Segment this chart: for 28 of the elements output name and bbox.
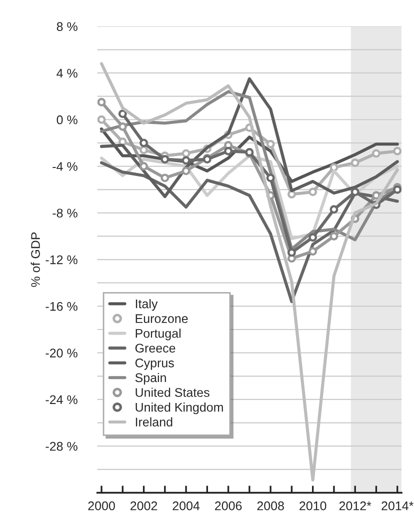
x-tick-label: 2006 [215,501,242,510]
legend-label: Greece [135,344,176,353]
legend-label: Eurozone [136,314,188,324]
x-tick-label: 2002 [130,501,158,510]
x-tick-label: 2004 [172,501,200,510]
legend-label: Cyprus [135,358,174,370]
legend-label: Spain [135,372,166,385]
x-tick-label: 2010 [300,501,326,510]
legend-label: Ireland [136,417,172,426]
legend-label: United Kingdom [136,402,223,414]
y-tick-label: 0 % [56,115,78,124]
y-tick-label: -20 % [46,348,78,358]
y-tick-label: -4 % [52,162,78,171]
y-tick-label: -24 % [46,395,78,404]
y-tick-label: 4 % [56,68,78,78]
y-axis-title: % of GDP [30,232,40,287]
y-tick-label: -28 % [46,442,78,451]
y-tick-label: -8 % [52,208,78,218]
x-tick-label: 2012* [339,501,372,510]
y-tick-label: -12 % [46,255,78,264]
legend-label: Italy [136,299,158,311]
legend-label: Portugal [136,328,181,340]
legend-label: United States [136,388,210,397]
y-tick-label: 8 % [56,22,78,31]
x-tick-label: 2000 [88,501,115,510]
x-tick-label: 2014* [382,501,414,510]
x-tick-label: 2008 [257,501,284,510]
y-tick-label: -16 % [46,302,78,311]
